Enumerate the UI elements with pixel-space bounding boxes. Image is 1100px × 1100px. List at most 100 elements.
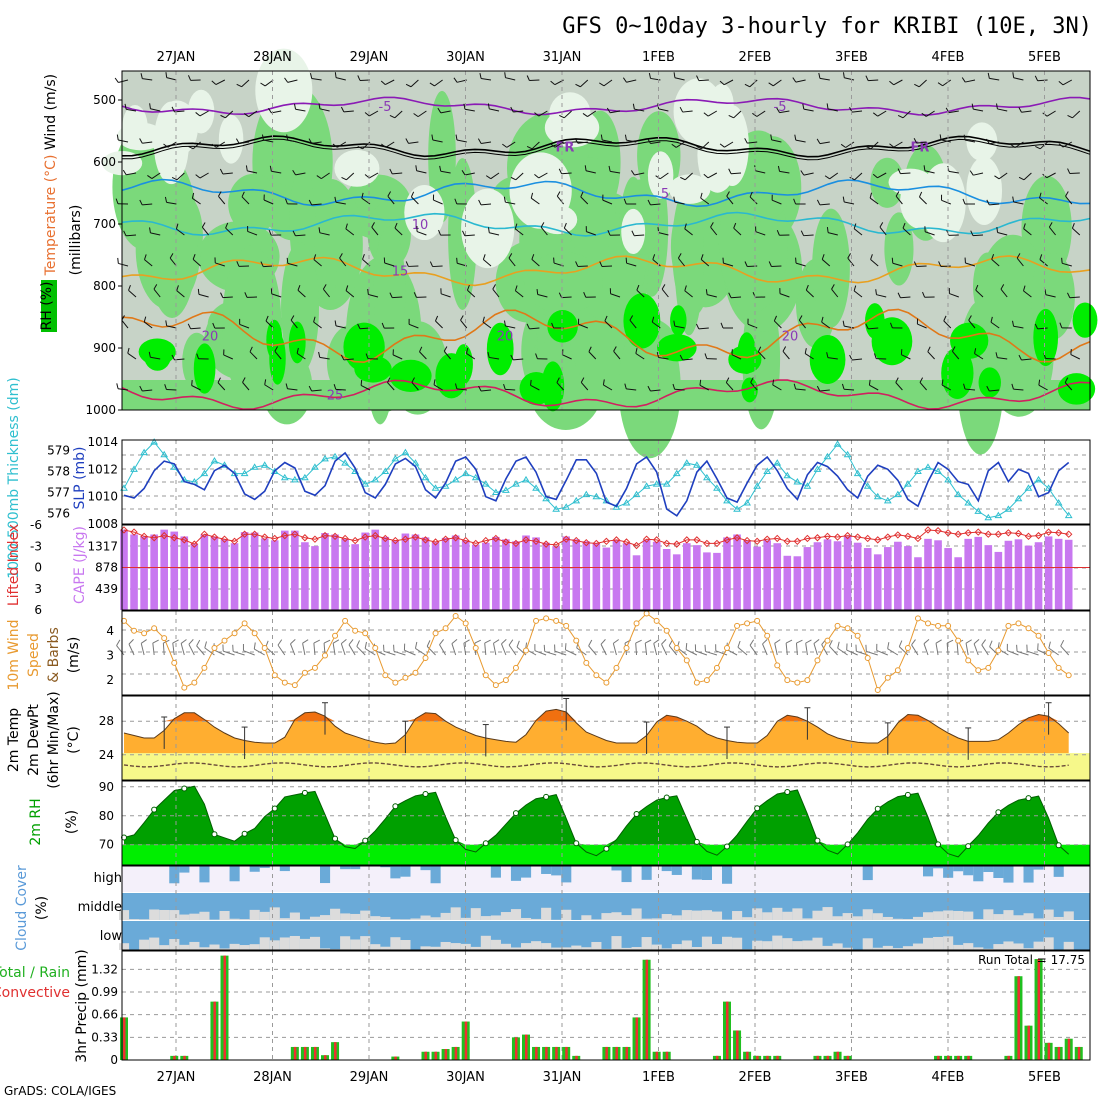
wind10m-speed-point	[844, 625, 851, 632]
upper-wind-barb	[490, 172, 500, 180]
thickness-point	[140, 448, 148, 456]
wind10m-barb	[828, 640, 833, 647]
upper-wind-barb	[1023, 290, 1032, 298]
upper-wind-barb	[274, 346, 278, 352]
temp-axis-label: (°C)	[66, 726, 82, 754]
wind10m-barb	[196, 645, 205, 656]
upper-wind-barb	[169, 257, 177, 267]
lifted-index-line	[123, 529, 1069, 547]
upper-wind-barb	[319, 356, 330, 360]
wind10m-barb	[805, 639, 812, 644]
upper-wind-barb	[192, 141, 201, 150]
wind10m-speed-point	[673, 645, 680, 652]
upper-wind-barb	[577, 141, 588, 144]
upper-wind-barb	[482, 316, 485, 323]
upper-wind-barb	[515, 172, 524, 181]
upper-wind-barb	[415, 165, 418, 171]
upper-wind-barb	[530, 197, 540, 205]
thickness-point	[944, 475, 952, 483]
upper-wind-barb	[127, 347, 130, 354]
wind10m-speed-point	[965, 657, 972, 664]
cloud-cell	[480, 916, 491, 920]
wind10m-barb	[253, 642, 256, 650]
upper-wind-barb	[235, 138, 240, 144]
upper-wind-barb	[492, 284, 496, 290]
bottom-date-label: 1FEB	[642, 1070, 675, 1085]
precip-axis-label: 3hr Precip (mm)	[74, 949, 90, 1062]
cloud-cell	[470, 946, 481, 950]
upper-wind-barb	[603, 79, 613, 87]
upper-wind-barb	[513, 358, 524, 361]
cloud-cell	[953, 866, 964, 872]
upper-wind-barb	[879, 226, 887, 236]
legend-rh-swatch	[41, 280, 57, 332]
cloud-cell	[631, 908, 642, 920]
upper-wind-barb	[795, 79, 806, 83]
upper-wind-barb	[851, 358, 863, 361]
upper-wind-barb	[963, 134, 966, 141]
lifted-index-point	[140, 532, 148, 541]
upper-wind-barb	[1062, 141, 1073, 148]
upper-wind-barb	[263, 139, 274, 143]
upper-wind-barb	[586, 231, 596, 236]
wind10m-barb	[796, 639, 803, 644]
upper-wind-barb	[940, 139, 951, 143]
cape-bar	[1044, 536, 1053, 610]
precip-convective-bar	[545, 1046, 548, 1060]
upper-wind-barb	[439, 165, 442, 172]
upper-wind-barb	[247, 230, 258, 236]
upper-wind-barb	[245, 165, 248, 171]
upper-wind-barb	[841, 383, 845, 390]
upper-wind-barb	[367, 288, 369, 295]
upper-wind-barb	[292, 230, 296, 236]
upper-wind-barb	[176, 285, 179, 291]
wind10m-speed-point	[985, 664, 992, 671]
cloud-cell	[621, 915, 632, 920]
cloud-cell	[772, 935, 783, 950]
upper-wind-barb	[211, 143, 217, 148]
wind10m-barb	[451, 643, 457, 656]
cape-bar	[723, 537, 731, 610]
cloud-cell	[792, 941, 803, 950]
cloud-cell	[420, 866, 431, 871]
cape-bar	[873, 554, 882, 610]
wind10m-speed-point	[402, 674, 409, 681]
cape-bar	[190, 543, 199, 610]
rh2m-point	[663, 794, 670, 801]
upper-wind-barb	[127, 352, 137, 360]
lifted-index-point	[632, 541, 641, 550]
precip-convective-bar	[1007, 1055, 1010, 1060]
upper-wind-barb	[440, 110, 451, 114]
upper-wind-barb	[410, 79, 419, 88]
upper-wind-barb	[463, 103, 466, 110]
upper-wind-barb	[176, 172, 185, 181]
upper-wind-barb	[487, 103, 490, 109]
upper-wind-barb	[747, 323, 758, 329]
wind10m-speed-point	[975, 667, 982, 674]
upper-wind-barb	[1010, 143, 1016, 148]
upper-wind-barb	[941, 379, 944, 386]
upper-wind-barb	[723, 79, 734, 86]
upper-wind-barb	[986, 385, 990, 392]
upper-wind-barb	[467, 289, 476, 298]
lifted-index-point	[743, 536, 751, 545]
upper-wind-barb	[658, 357, 669, 360]
cape-bar	[703, 552, 711, 610]
cloud-cell	[762, 941, 773, 950]
upper-wind-barb	[914, 83, 920, 88]
cape-bar	[612, 540, 621, 610]
upper-wind-barb	[705, 289, 708, 295]
rh2m-point	[814, 837, 821, 844]
upper-wind-barb	[481, 141, 492, 144]
upper-wind-barb	[852, 110, 863, 113]
upper-wind-barb	[700, 259, 710, 267]
upper-wind-barb	[537, 294, 548, 298]
upper-wind-barb	[286, 134, 289, 141]
upper-wind-barb	[190, 327, 201, 330]
cloud-cell	[541, 943, 552, 950]
upper-wind-barb	[865, 75, 869, 81]
cloud-cell	[430, 866, 441, 884]
cloud-cell	[792, 908, 803, 920]
upper-wind-barb	[1048, 222, 1053, 228]
lifted-index-point	[331, 532, 339, 541]
